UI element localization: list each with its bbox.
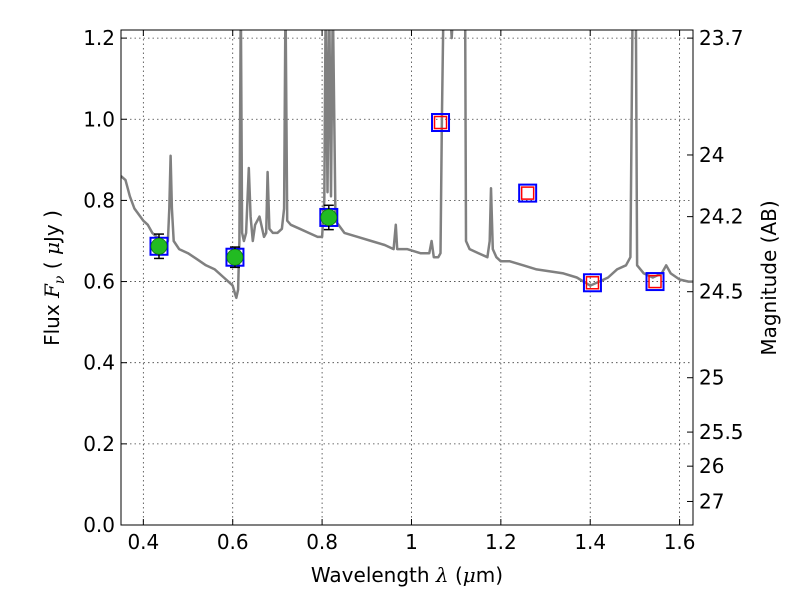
x-tick-label: 0.4 <box>127 530 159 554</box>
y2-tick-label: 25.5 <box>699 420 744 444</box>
x-axis-label-open: ( <box>449 563 463 587</box>
y2-axis-label: Magnitude (AB) <box>757 200 781 355</box>
detection-point <box>150 237 168 255</box>
model-photometry-square <box>645 272 665 292</box>
y2-tick-label: 27 <box>699 489 724 513</box>
plot-frame <box>120 29 694 526</box>
y2-tick-label: 24.2 <box>699 205 744 229</box>
y-axis-label: Flux Fν ( μJy ) <box>40 210 68 346</box>
x-tick-label: 0.6 <box>217 530 249 554</box>
y-axis-label-mu: μ <box>40 242 64 255</box>
detection-point <box>226 248 244 266</box>
y-tick-label: 1.2 <box>83 26 115 50</box>
y-tick-label: 0.4 <box>83 351 115 375</box>
y-tick-label: 0.8 <box>83 188 115 212</box>
upper-limit-square <box>585 276 600 290</box>
y2-tick-label: 23.7 <box>699 26 744 50</box>
y2-tick-label: 25 <box>699 366 724 390</box>
upper-limit-square <box>648 274 662 289</box>
ticks: 0.4 0.6 0.8 1 1.2 1.4 1.6 0.0 0.2 0.4 0.6 0.8 1.0 1.2… <box>83 26 743 554</box>
x-tick-label: 1 <box>405 530 418 554</box>
x-axis-label-symbol: λ <box>435 563 449 587</box>
x-axis-label-prefix: Wavelength <box>311 563 436 587</box>
detection-point <box>320 209 338 226</box>
y-tick-label: 0.2 <box>83 432 115 456</box>
upper-limit-square <box>433 115 448 130</box>
x-tick-label: 1.6 <box>664 530 696 554</box>
y-axis-label-open: ( <box>40 255 64 276</box>
x-tick-label: 0.8 <box>306 530 338 554</box>
y2-tick-label: 24 <box>699 143 724 167</box>
y-tick-label: 0.6 <box>83 270 115 294</box>
y-axis-label-prefix: Flux <box>40 298 64 346</box>
spectrum-line <box>121 30 693 300</box>
model-photometry-square <box>582 273 602 293</box>
series-layer <box>121 30 693 300</box>
model-photometry-square <box>518 183 538 203</box>
model-photometry-square <box>431 113 451 133</box>
y-tick-label: 1.0 <box>83 107 115 131</box>
y-tick-label: 0.0 <box>83 513 115 537</box>
y-axis-label-unit: Jy ) <box>40 210 64 244</box>
x-tick-label: 1.2 <box>485 530 517 554</box>
x-axis-label-mu: μ <box>463 563 476 587</box>
y2-tick-label: 24.5 <box>699 280 744 304</box>
y2-tick-label: 26 <box>699 454 724 478</box>
upper-limit-square <box>520 186 535 200</box>
x-tick-label: 1.4 <box>574 530 606 554</box>
y-axis-label-symbol: F <box>40 283 64 299</box>
y-axis-label-sub: ν <box>52 275 68 284</box>
x-axis-label: Wavelength λ (μm) <box>311 563 503 587</box>
x-axis-label-unit: m) <box>476 563 503 587</box>
